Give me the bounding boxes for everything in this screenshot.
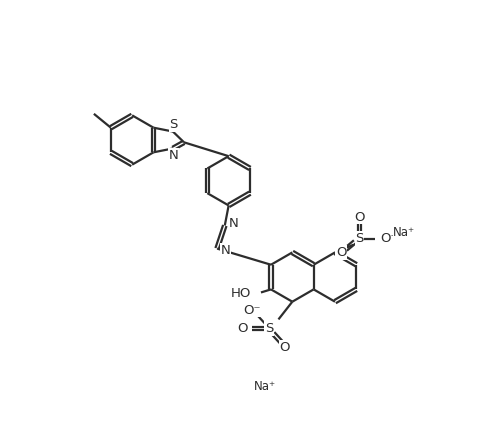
Text: O⁻: O⁻: [381, 232, 398, 245]
Text: O: O: [336, 246, 347, 259]
Text: O⁻: O⁻: [244, 304, 261, 317]
Text: Na⁺: Na⁺: [393, 226, 416, 239]
Text: HO: HO: [231, 287, 251, 300]
Text: S: S: [170, 118, 178, 131]
Text: S: S: [265, 322, 274, 335]
Text: Na⁺: Na⁺: [254, 380, 277, 393]
Text: O: O: [280, 340, 290, 353]
Text: N: N: [221, 244, 230, 257]
Text: N: N: [169, 149, 178, 162]
Text: O: O: [237, 322, 247, 335]
Text: O: O: [354, 211, 365, 224]
Text: S: S: [355, 232, 364, 245]
Text: N: N: [228, 217, 238, 230]
